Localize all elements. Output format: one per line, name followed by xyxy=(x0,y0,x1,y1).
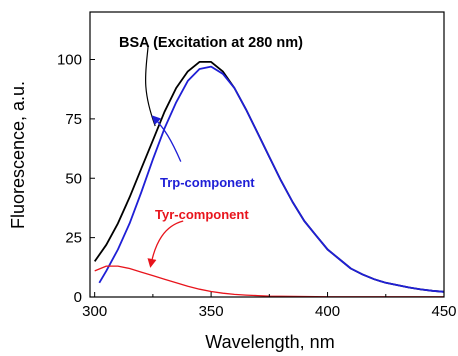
x-tick-label: 400 xyxy=(315,303,340,320)
annotation-trp: Trp-component xyxy=(160,175,255,190)
x-tick-label: 450 xyxy=(431,303,456,320)
y-tick-label: 25 xyxy=(65,230,82,247)
x-tick-label: 350 xyxy=(199,303,224,320)
y-tick-label: 50 xyxy=(65,170,82,187)
y-tick-label: 0 xyxy=(74,289,82,306)
series-line-3 xyxy=(94,265,444,298)
annotation-tyr: Tyr-component xyxy=(155,207,249,222)
y-tick-label: 75 xyxy=(65,111,82,128)
annotation-bsa: BSA (Excitation at 280 nm) xyxy=(119,35,303,51)
axis-ticks: 300 350 400 450 0 25 50 75 100 xyxy=(57,52,457,321)
annotation-arrows xyxy=(144,45,184,268)
arrow-bsa xyxy=(144,45,156,127)
x-tick-label: 300 xyxy=(82,303,107,320)
plot-frame xyxy=(89,11,445,298)
y-axis-label: Fluorescence, a.u. xyxy=(8,81,28,229)
series-line-2 xyxy=(98,65,445,293)
arrow-tyr xyxy=(147,220,184,268)
x-axis-label: Wavelength, nm xyxy=(205,332,334,352)
y-tick-label: 100 xyxy=(57,52,82,69)
arrow-trp xyxy=(151,115,182,162)
